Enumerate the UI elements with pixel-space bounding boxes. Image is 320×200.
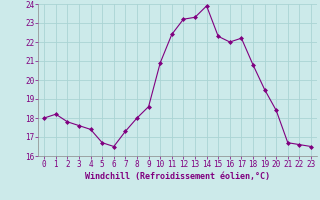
X-axis label: Windchill (Refroidissement éolien,°C): Windchill (Refroidissement éolien,°C)	[85, 172, 270, 181]
